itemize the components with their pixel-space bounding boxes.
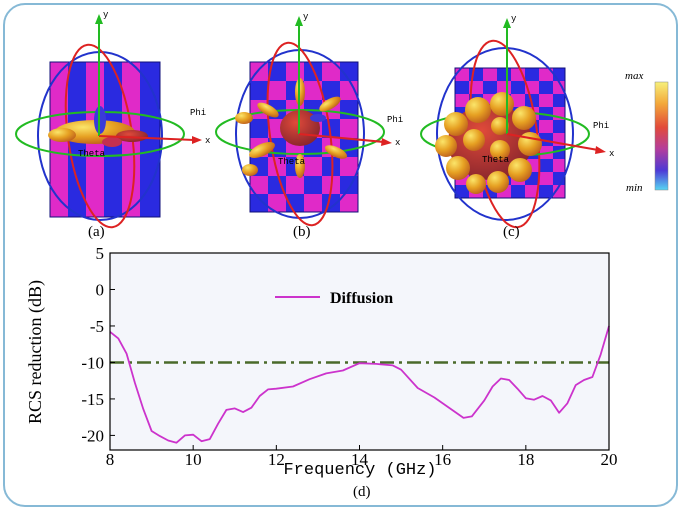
legend-label: Diffusion (330, 290, 393, 307)
axis-x-label: x (609, 149, 614, 159)
theta-label: Theta (78, 149, 106, 159)
phi-label: Phi (593, 121, 609, 131)
colorbar-gradient (654, 81, 669, 191)
x-tick-label: 12 (268, 450, 285, 469)
x-axis-arrow (98, 135, 195, 141)
legend: Diffusion (275, 290, 393, 307)
panel-caption: (c) (503, 224, 520, 240)
rcs-chart: 8 10 12 14 16 18 20 5 0 -5 -10 -15 -20 Diffusion RCS… (25, 244, 618, 500)
axis-x-label: x (395, 138, 400, 148)
x-tick-label: 8 (106, 450, 115, 469)
y-tick-label: -10 (81, 353, 104, 372)
y-tick-label: 5 (96, 244, 105, 263)
panel-caption: (b) (293, 224, 311, 240)
x-axis-title: Frequency (GHz) (283, 461, 436, 480)
phi-label: Phi (190, 108, 206, 118)
blue-sphere-ring (436, 47, 574, 221)
colorbar-max-label: max (625, 70, 643, 82)
plot-frame (109, 252, 610, 451)
panel-c: y x Phi Theta (c) (420, 14, 614, 240)
y-tick-label: 0 (96, 280, 105, 299)
panel-caption: (a) (88, 224, 105, 240)
x-tick-label: 16 (434, 450, 451, 469)
colorbar-min-label: min (626, 182, 643, 194)
x-tick-label: 18 (517, 450, 534, 469)
panel-b: y x Phi Theta (b) (215, 12, 403, 240)
chart-caption: (d) (353, 484, 371, 500)
panel-a: y x Phi Theta (a) (15, 10, 210, 240)
x-axis-arrow (506, 133, 599, 151)
y-tick-label: -15 (81, 390, 104, 409)
plot-area (110, 253, 609, 450)
x-tick-label: 10 (185, 450, 202, 469)
y-tick-label: -20 (81, 426, 104, 445)
series-line-diffusion (109, 325, 610, 444)
axis-x-label: x (205, 136, 210, 146)
axis-y-label: y (511, 14, 517, 24)
phi-label: Phi (387, 115, 403, 125)
y-axis-title: RCS reduction (dB) (25, 280, 46, 424)
y-tick-label: -5 (90, 317, 104, 336)
x-tick-label: 14 (351, 450, 369, 469)
colorbar: max min (625, 70, 669, 194)
axis-y-label: y (103, 10, 109, 20)
scattering-pattern (435, 92, 542, 194)
x-tick-label: 20 (601, 450, 618, 469)
x-axis-arrow (298, 133, 385, 143)
theta-label: Theta (278, 157, 306, 167)
theta-label: Theta (482, 155, 510, 165)
axis-y-label: y (303, 12, 309, 22)
red-sphere-ring (266, 41, 334, 227)
